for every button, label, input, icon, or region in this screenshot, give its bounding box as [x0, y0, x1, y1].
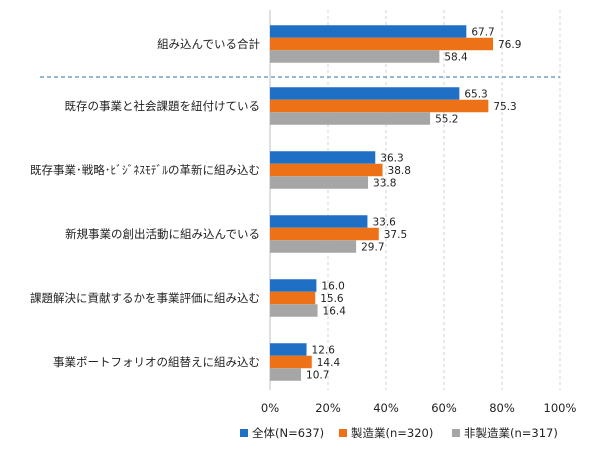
value-label: 65.3 [464, 89, 487, 101]
category-label: 既存事業･戦略･ﾋﾞｼﾞﾈｽﾓﾃﾞﾙの革新に組み込む [30, 163, 260, 177]
bar [270, 215, 368, 228]
bar [270, 99, 489, 113]
bar [270, 163, 383, 177]
x-axis-ticks: 0% 20% 40% 60% 80% 100% [261, 401, 577, 415]
legend-swatch [240, 429, 248, 437]
bar [270, 304, 318, 317]
value-label: 38.8 [388, 165, 411, 177]
bars [270, 25, 494, 381]
legend-label: 全体(N=637) [252, 426, 324, 440]
value-label: 10.7 [306, 370, 329, 382]
value-label: 16.4 [323, 306, 347, 318]
value-label: 33.8 [373, 178, 396, 190]
category-label: 新規事業の創出活動に組み込んでいる [65, 227, 260, 241]
bar [270, 240, 357, 253]
value-label: 67.7 [471, 27, 494, 39]
value-label: 15.6 [320, 293, 344, 305]
value-label: 16.0 [321, 281, 344, 293]
bar [270, 291, 316, 305]
category-labels: 組み込んでいる合計既存の事業と社会課題を紐付けている既存事業･戦略･ﾋﾞｼﾞﾈｽ… [30, 37, 260, 369]
tick-label: 80% [489, 401, 515, 415]
tick-label: 40% [373, 401, 399, 415]
bar [270, 25, 467, 38]
value-label: 29.7 [361, 242, 384, 254]
value-label: 76.9 [498, 39, 521, 51]
value-label: 58.4 [444, 52, 468, 64]
category-label: 組み込んでいる合計 [157, 37, 260, 51]
bar [270, 37, 494, 51]
value-labels: 67.7 76.9 58.4 65.3 75.3 55.2 36.338.833.8 33.6… [306, 27, 521, 382]
value-label: 33.6 [372, 217, 396, 229]
bar [270, 112, 431, 125]
bar [270, 151, 376, 164]
bar [270, 50, 440, 63]
category-label: 既存の事業と社会課題を紐付けている [65, 99, 261, 113]
legend-label: 製造業(n=320) [351, 426, 433, 440]
value-label: 36.3 [380, 153, 403, 165]
tick-label: 20% [315, 401, 341, 415]
tick-label: 100% [544, 401, 577, 415]
category-label: 事業ポートフォリオの組替えに組み込む [53, 355, 260, 369]
bar [270, 227, 379, 241]
legend: 全体(N=637) 製造業(n=320) 非製造業(n=317) [240, 426, 558, 440]
tick-label: 60% [431, 401, 457, 415]
value-label: 12.6 [312, 345, 336, 357]
category-label: 課題解決に貢献するかを事業評価に組み込む [30, 291, 260, 305]
bar [270, 368, 302, 381]
value-label: 37.5 [384, 229, 407, 241]
bar [270, 343, 307, 356]
value-label: 55.2 [435, 114, 458, 126]
value-label: 14.4 [317, 357, 341, 369]
bar [270, 87, 460, 100]
legend-swatch [339, 429, 347, 437]
tick-label: 0% [261, 401, 279, 415]
value-label: 75.3 [493, 101, 516, 113]
bar [270, 279, 317, 292]
legend-label: 非製造業(n=317) [464, 426, 558, 440]
bar [270, 355, 312, 369]
legend-swatch [452, 429, 460, 437]
gridlines [269, 10, 561, 390]
bar [270, 176, 369, 189]
